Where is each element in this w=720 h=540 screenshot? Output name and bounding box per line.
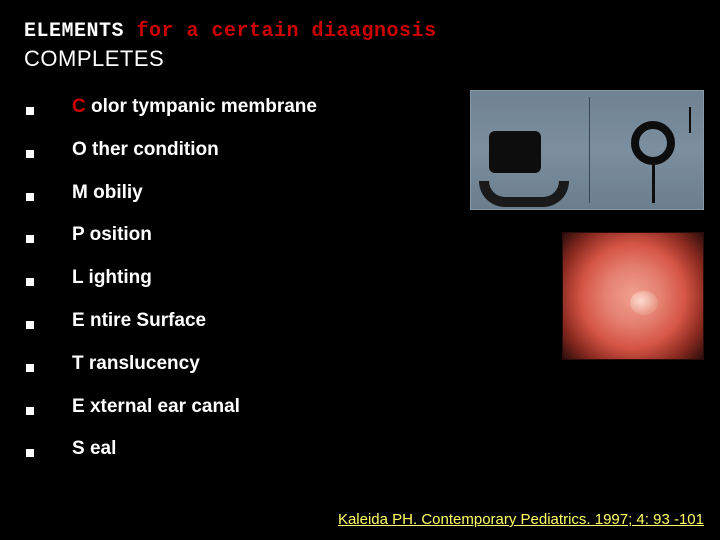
item-initial: O [72, 139, 87, 160]
item-initial: T [72, 353, 84, 374]
square-bullet-icon [26, 150, 34, 158]
tympanic-membrane-image [562, 232, 704, 360]
item-rest: ranslucency [84, 353, 200, 374]
item-rest: osition [84, 224, 152, 245]
citation-text: Kaleida PH. Contemporary Pediatrics. 199… [338, 511, 704, 528]
item-rest: eal [85, 438, 117, 459]
item-text: M obiliy [72, 182, 143, 205]
item-rest: ighting [83, 267, 152, 288]
square-bullet-icon [26, 449, 34, 457]
slide-root: ELEMENTS for a certain diaagnosis COMPLE… [0, 0, 720, 540]
square-bullet-icon [26, 321, 34, 329]
item-text: O ther condition [72, 139, 219, 162]
square-bullet-icon [26, 364, 34, 372]
item-initial: E [72, 310, 85, 331]
square-bullet-icon [26, 278, 34, 286]
item-initial: E [72, 396, 85, 417]
item-rest: ntire Surface [85, 310, 206, 331]
item-initial: M [72, 182, 88, 203]
item-initial: L [72, 267, 83, 288]
item-rest: olor tympanic membrane [86, 96, 317, 117]
item-text: E xternal ear canal [72, 396, 240, 419]
square-bullet-icon [26, 107, 34, 115]
item-text: L ighting [72, 267, 152, 290]
title-line-1: ELEMENTS for a certain diaagnosis [24, 18, 696, 44]
otoscope-loop-icon [631, 121, 675, 165]
square-bullet-icon [26, 407, 34, 415]
square-bullet-icon [26, 235, 34, 243]
otoscope-icon [489, 131, 541, 173]
list-item: S eal [24, 428, 696, 471]
item-initial: S [72, 438, 85, 459]
title-line-2: COMPLETES [24, 46, 696, 72]
item-text: C olor tympanic membrane [72, 96, 317, 119]
item-text: E ntire Surface [72, 310, 206, 333]
square-bullet-icon [26, 193, 34, 201]
item-initial: P [72, 224, 84, 245]
list-item: E xternal ear canal [24, 386, 696, 429]
otoscope-instruments-image [470, 90, 704, 210]
item-text: P osition [72, 224, 152, 247]
item-rest: obiliy [88, 182, 143, 203]
item-text: S eal [72, 438, 116, 461]
title-rest: for a certain diaagnosis [124, 20, 437, 43]
item-initial: C [72, 96, 86, 117]
item-rest: xternal ear canal [85, 396, 240, 417]
item-text: T ranslucency [72, 353, 200, 376]
item-rest: ther condition [87, 139, 219, 160]
title-word-elements: ELEMENTS [24, 20, 124, 43]
